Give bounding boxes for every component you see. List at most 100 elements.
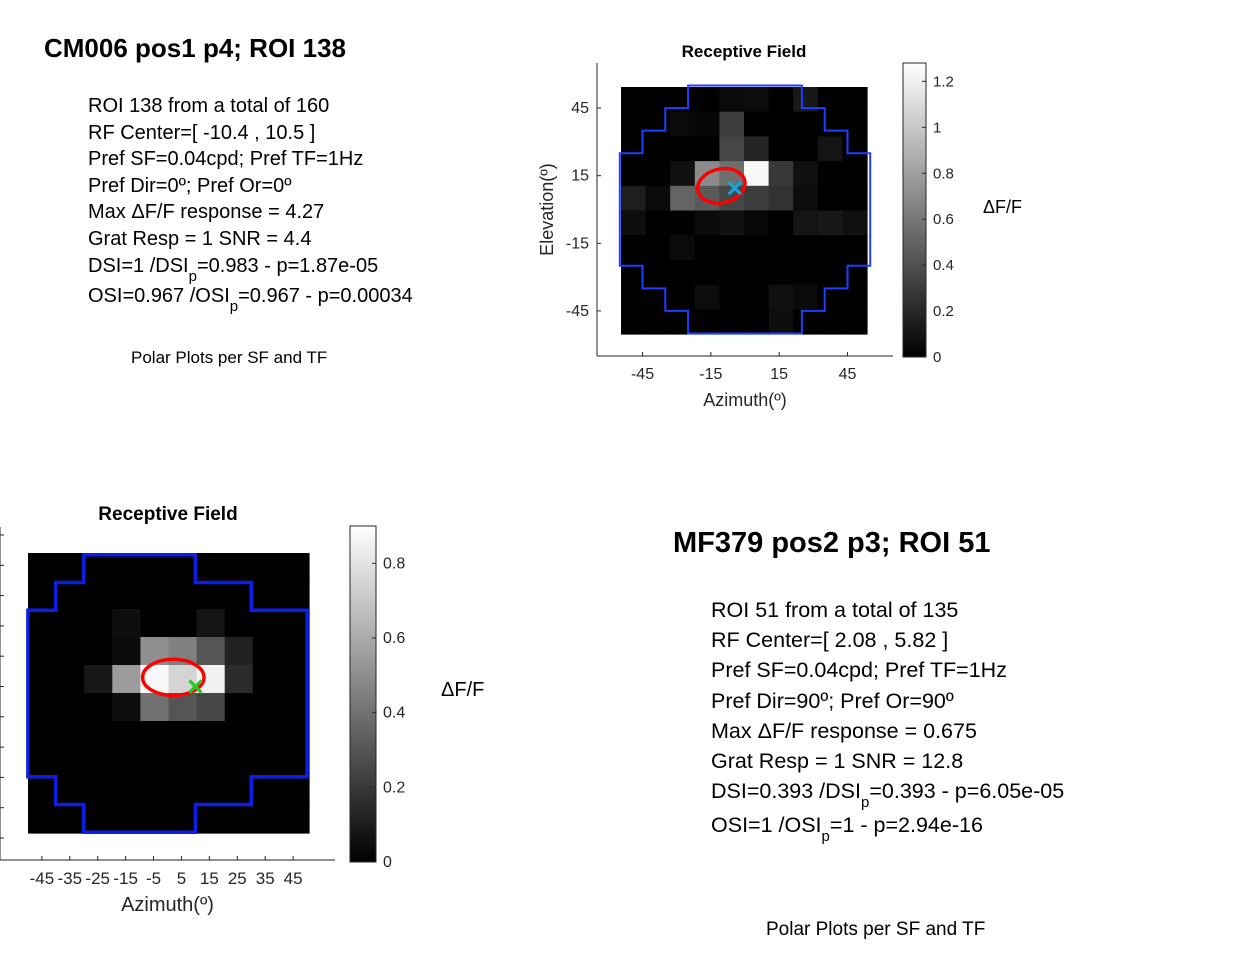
colorbar-tick-label: 0.4 [933,257,954,274]
heatmap-cell [670,161,696,187]
heatmap-cell [140,805,170,834]
heatmap-cell [280,805,310,834]
heatmap-cell [112,777,141,806]
heatmap-cell [28,609,57,638]
heatmap-cell [112,609,141,638]
heatmap-cell [768,185,794,212]
osi-subscript: p [821,828,830,846]
heatmap-cell [793,235,819,261]
heatmap-cell [621,259,647,286]
heatmap-cell [168,553,198,582]
x-tick-label: -5 [146,869,161,888]
colorbar-tick-label: 0 [933,349,941,366]
heatmap-cell [842,87,868,113]
mask-outline [26,553,309,835]
osi-text-a: OSI=0.967 /OSI [88,285,230,308]
heatmap-cell [645,136,671,162]
chart-title: Receptive Field [98,504,237,525]
y-axis-label: Elevation(º) [537,163,557,256]
heatmap-cell [140,665,170,694]
heatmap-cell [793,309,819,335]
heatmap-cell [56,553,85,582]
heatmap-cell [28,749,57,778]
max-response-text: Max ΔF/F response = 4.27 [88,201,325,224]
heatmap-cell [719,87,745,113]
heatmap-cell [670,210,696,236]
rf-ellipse [140,657,206,698]
chart-title: Receptive Field [682,42,807,61]
panel-1-title: CM006 pos1 p4; ROI 138 [44,33,346,63]
heatmap-cell [719,210,745,236]
heatmap-cell [744,210,770,236]
heatmap-cell [84,581,113,610]
colorbar: 0 0.2 0.4 0.6 0.8 ΔF/F [349,525,484,871]
colorbar-tick-label: 1 [933,119,941,136]
heatmap-cell [768,235,794,261]
heatmap-cell [768,161,794,187]
heatmap-cell [793,136,819,162]
heatmap-cell [56,777,85,806]
heatmap-cell [196,693,226,722]
heatmap-cell [842,259,868,286]
heatmap-cell [719,259,745,286]
heatmap-cell [252,749,282,778]
heatmap-cell [280,693,310,722]
colorbar-tick-label: 0.6 [933,211,954,228]
heatmap-cell [645,185,671,212]
heatmap-cell [252,721,282,750]
receptive-field-chart-2: Receptive Field -45 -35 -25 -15 -5 5 15 25 35 45 Az… [0,504,484,916]
x-tick-label: 5 [177,869,186,888]
panel-1-info-block: ROI 138 from a total of 160 RF Center=[ … [88,93,413,314]
osi-text-a: OSI=1 /OSI [711,813,822,838]
heatmap-cell [224,609,254,638]
heatmap-cell [621,87,647,113]
heatmap-cell [694,161,720,187]
heatmap-cell [744,259,770,286]
colorbar-gradient [349,525,377,863]
heatmap-cell [112,749,141,778]
heatmap-cell [793,210,819,236]
heatmap-cell [621,284,647,310]
heatmap-cell [280,553,310,582]
heatmap-cell [280,637,310,666]
heatmap-cell [140,581,170,610]
rf-ellipse [695,166,747,205]
heatmap-cell [645,87,671,113]
heatmap-cell [28,805,57,834]
colorbar-tick-label: 1.2 [933,73,954,90]
heatmap-cell [842,111,868,137]
heatmap-cell [768,210,794,236]
heatmap-cell [744,161,770,187]
heatmap-cell [56,609,85,638]
pref-sf-tf-text: Pref SF=0.04cpd; Pref TF=1Hz [88,148,364,171]
heatmap-cell [694,259,720,286]
heatmap-cell [84,609,113,638]
heatmap-cell [84,777,113,806]
colorbar-tick-label: 0.2 [383,779,405,796]
heatmap-cell [28,721,57,750]
heatmap-cell [168,581,198,610]
heatmap-cell [670,87,696,113]
heatmap-cell [280,777,310,806]
heatmap-cell [196,749,226,778]
heatmap-cell [670,136,696,162]
heatmap-cell [744,235,770,261]
heatmap-cell [84,805,113,834]
heatmap-cell [694,136,720,162]
grat-resp-text: Grat Resp = 1 SNR = 12.8 [711,749,964,774]
heatmap-cell [621,235,647,261]
heatmap-cell [744,185,770,212]
heatmap-cell [280,721,310,750]
heatmap-cell [768,136,794,162]
heatmap-cell [842,309,868,335]
heatmap-cell [112,693,141,722]
colorbar: 0 0.2 0.4 0.6 0.8 1 1.2 ΔF/F [902,62,1022,366]
x-tick-label: 25 [228,869,247,888]
colorbar-tick-label: 0 [383,854,392,871]
pref-dir-or-text: Pref Dir=0º; Pref Or=0º [88,174,292,197]
heatmap-cell [694,87,720,113]
heatmap-cell [112,721,141,750]
heatmap-cell [744,87,770,113]
heatmap-cell [56,581,85,610]
x-tick-label: -15 [113,869,138,888]
